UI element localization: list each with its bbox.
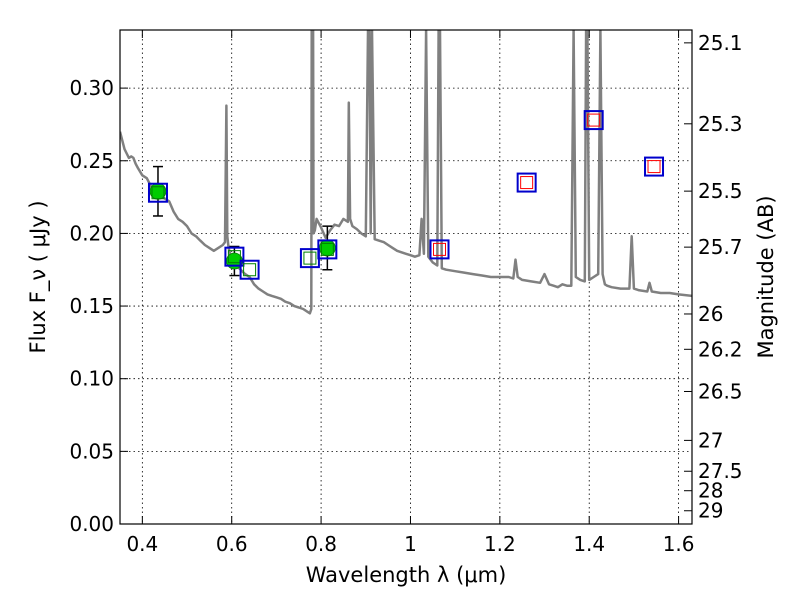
y-axis-label: Flux F_ν ( μJy ) [26, 200, 51, 353]
model-square-inner [227, 250, 241, 264]
y-tick-label: 0.15 [69, 294, 114, 318]
x-axis-label: Wavelength λ (μm) [306, 563, 507, 587]
model-square-inner [587, 113, 601, 127]
y2-tick-label: 28 [698, 479, 723, 503]
model-square-inner [433, 242, 447, 256]
plot-frame [119, 29, 693, 525]
model-square-outer [147, 182, 168, 203]
y-tick-label: 0.00 [69, 512, 114, 536]
model-spectrum-line [120, 30, 692, 315]
model-square-outer [516, 172, 537, 193]
y-tick-label: 0.05 [69, 439, 114, 463]
y2-tick-label: 27.5 [698, 459, 743, 483]
model-square-outer [583, 110, 604, 131]
y2-tick-label: 25.3 [698, 112, 743, 136]
y2-tick-label: 25.1 [698, 31, 743, 55]
y2-tick-label: 26.5 [698, 379, 743, 403]
y-tick-label: 0.20 [69, 221, 114, 245]
x-tick-label: 1 [404, 532, 417, 556]
data-markers [147, 110, 665, 280]
model-square-outer [429, 239, 450, 260]
x-tick-label: 0.8 [305, 532, 337, 556]
x-tick-label: 1.2 [484, 532, 516, 556]
model-square-inner [303, 251, 317, 265]
x-tick-label: 1.6 [663, 532, 695, 556]
y-tick-label: 0.10 [69, 367, 114, 391]
model-square-inner [520, 176, 534, 190]
model-square-outer [224, 246, 245, 267]
y-axis: 0.00 0.05 0.10 0.15 0.20 0.25 0.30 [69, 76, 128, 536]
x-tick-label: 0.6 [216, 532, 248, 556]
plot-area [120, 30, 692, 315]
y2-tick-label: 26 [698, 302, 723, 326]
y2-tick-label: 29 [698, 499, 723, 523]
model-square-inner [320, 242, 334, 256]
y2-tick-label: 25.5 [698, 179, 743, 203]
model-square-outer [644, 156, 665, 177]
model-square-outer [239, 259, 260, 280]
model-square-inner [243, 263, 257, 277]
model-square-inner [647, 160, 661, 174]
model-square-inner [151, 186, 165, 200]
plot-background [120, 30, 692, 524]
model-square-outer [317, 239, 338, 260]
x-tick-label: 0.4 [126, 532, 158, 556]
y-tick-label: 0.30 [69, 76, 114, 100]
x-tick-label: 1.4 [573, 532, 605, 556]
y2-axis-label: Magnitude (AB) [754, 195, 778, 358]
x-axis: 0.4 0.6 0.8 1 1.2 1.4 1.6 [126, 30, 695, 556]
y2-tick-label: 25.7 [698, 235, 743, 259]
y2-tick-label: 27 [698, 428, 723, 452]
y2-tick-label: 26.2 [698, 337, 743, 361]
y-tick-label: 0.25 [69, 149, 114, 173]
